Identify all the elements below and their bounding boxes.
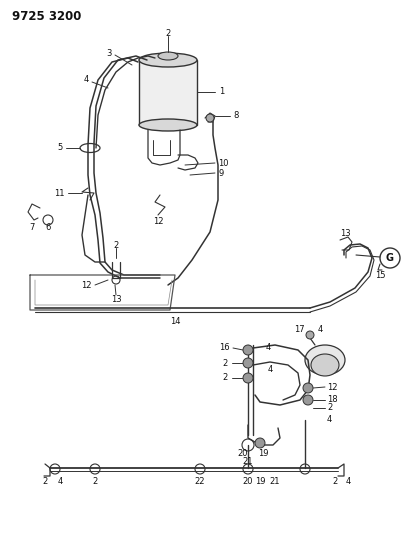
Text: 11: 11 (55, 189, 65, 198)
Text: 19: 19 (258, 448, 268, 457)
Text: 2: 2 (42, 478, 48, 487)
Circle shape (303, 383, 313, 393)
Ellipse shape (158, 52, 178, 60)
Circle shape (306, 331, 314, 339)
Text: 10: 10 (218, 158, 229, 167)
Text: 9: 9 (218, 168, 223, 177)
Text: 2: 2 (92, 478, 98, 487)
Text: 13: 13 (111, 295, 121, 304)
Text: 7: 7 (29, 223, 35, 232)
Text: 13: 13 (339, 229, 350, 238)
Text: 4: 4 (318, 326, 323, 335)
Text: 5: 5 (58, 143, 63, 152)
Circle shape (303, 395, 313, 405)
Text: 2: 2 (327, 403, 332, 413)
Text: 15: 15 (375, 271, 385, 279)
Text: 2: 2 (332, 478, 337, 487)
Text: 8: 8 (233, 110, 238, 119)
Text: 2: 2 (113, 240, 119, 249)
Text: 4: 4 (327, 416, 332, 424)
Text: 20: 20 (238, 448, 248, 457)
Text: 9725 3200: 9725 3200 (12, 10, 81, 22)
Text: 4: 4 (58, 478, 62, 487)
Ellipse shape (305, 345, 345, 375)
Text: 19: 19 (255, 478, 265, 487)
Circle shape (255, 438, 265, 448)
Text: 6: 6 (45, 223, 51, 232)
Text: 14: 14 (170, 318, 180, 327)
Text: 4: 4 (84, 76, 89, 85)
Text: 4: 4 (268, 366, 272, 375)
Ellipse shape (139, 119, 197, 131)
Text: 17: 17 (294, 326, 305, 335)
Text: 2: 2 (223, 374, 228, 383)
Text: 20: 20 (243, 478, 253, 487)
Text: 2: 2 (223, 359, 228, 367)
Text: 3: 3 (106, 49, 112, 58)
Text: 1: 1 (219, 87, 224, 96)
Text: 4: 4 (345, 478, 351, 487)
Circle shape (243, 345, 253, 355)
Text: 22: 22 (195, 478, 205, 487)
Text: 18: 18 (327, 395, 337, 405)
Text: 16: 16 (219, 343, 230, 352)
Text: 12: 12 (153, 217, 163, 227)
Circle shape (243, 358, 253, 368)
Ellipse shape (311, 354, 339, 376)
Text: 21: 21 (270, 478, 280, 487)
Text: 12: 12 (81, 280, 92, 289)
Ellipse shape (139, 53, 197, 67)
Text: 21: 21 (243, 457, 253, 466)
Circle shape (243, 373, 253, 383)
Circle shape (206, 114, 214, 122)
Text: 4: 4 (266, 343, 270, 352)
Text: 2: 2 (165, 28, 171, 37)
Text: 12: 12 (327, 383, 337, 392)
Text: G: G (386, 253, 394, 263)
Bar (139, 60, 197, 125)
